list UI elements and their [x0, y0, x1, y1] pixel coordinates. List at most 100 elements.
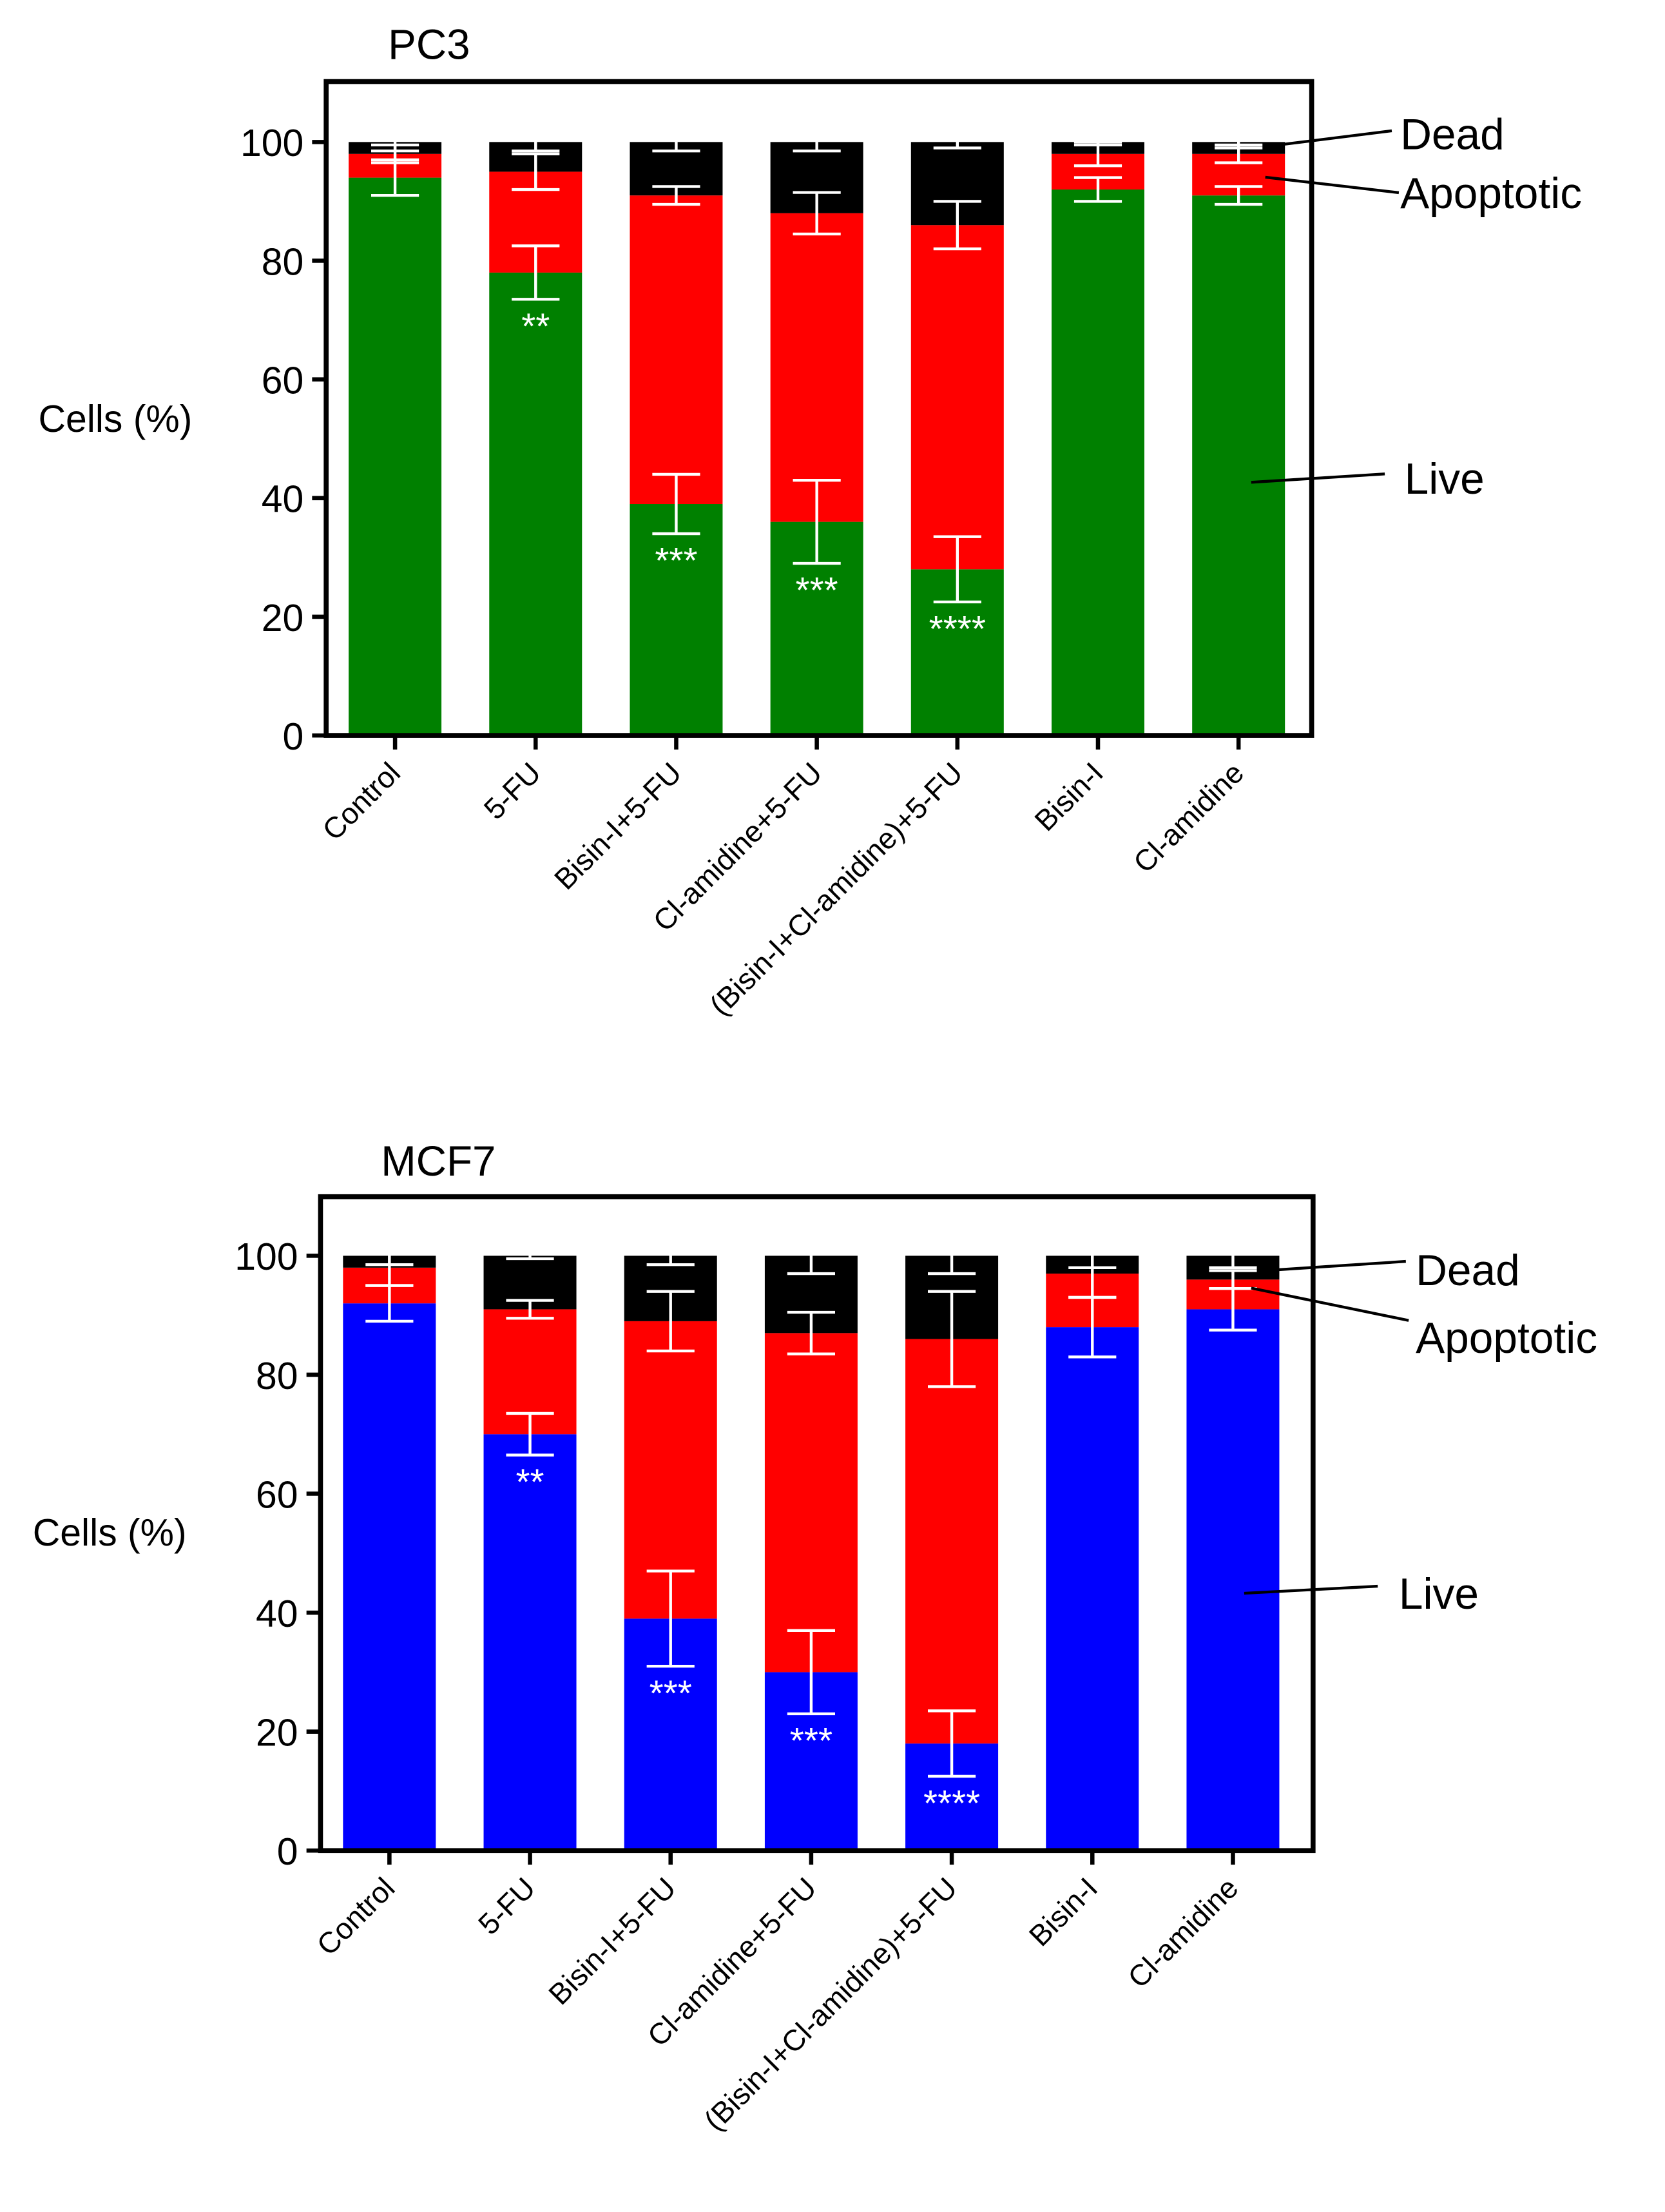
errorbar-live-cl-amidine-5-fu — [793, 478, 841, 565]
errorbar-apoptotic-5-fu — [506, 1299, 554, 1320]
pc3-panel: PC3 Cells (%) Control ** 5-FU *** Bisin-I+5-… — [38, 21, 1582, 1022]
bar-apoptotic-bisin-i-5-fu — [630, 195, 723, 505]
bar-live-cl-amidine — [1192, 195, 1285, 736]
panel-title: PC3 — [388, 21, 470, 68]
errorbar-dead-bisin-i — [1068, 1251, 1117, 1270]
annotation-leader-live — [1251, 472, 1385, 484]
y-tick-label: 20 — [256, 1712, 298, 1754]
errorbar-live-bisin-i-5-fu — [652, 472, 700, 536]
y-tick-label: 80 — [256, 1355, 298, 1397]
x-tick-label: Cl-amidine — [1127, 756, 1250, 879]
y-tick-label: 100 — [240, 122, 303, 164]
errorbar-dead-5-fu — [512, 137, 560, 153]
annotation-live: Live — [1399, 1570, 1479, 1618]
errorbar-live-cl-amidine — [1215, 185, 1263, 206]
errorbar-dead-cl-amidine — [1209, 1251, 1257, 1270]
errorbar-apoptotic-cl-amidine-5-fu — [787, 1310, 836, 1355]
bar-apoptotic-bisin-i-cl-amidine-5-fu — [905, 1339, 999, 1744]
y-tick-label: 60 — [256, 1474, 298, 1516]
bar-apoptotic-bisin-i-cl-amidine-5-fu — [910, 225, 1004, 570]
errorbar-live-bisin-i-cl-amidine-5-fu — [933, 535, 981, 604]
y-axis-label: Cells (%) — [38, 398, 192, 440]
errorbar-dead-cl-amidine-5-fu — [787, 1251, 836, 1276]
x-tick-label: 5-FU — [472, 1871, 541, 1941]
annotation-leader-dead — [1276, 1259, 1406, 1272]
plot-area: Control ** 5-FU *** Bisin-I+5-FU *** Cl-amidin… — [240, 79, 1582, 1022]
y-tick-label: 40 — [262, 479, 304, 521]
errorbar-dead-cl-amidine — [1215, 137, 1263, 150]
significance-label: *** — [790, 1721, 832, 1761]
errorbar-live-bisin-i-cl-amidine-5-fu — [928, 1709, 976, 1778]
y-tick-label: 0 — [277, 1831, 298, 1873]
x-tick-label: 5-FU — [477, 756, 547, 826]
errorbar-dead-control — [371, 137, 419, 153]
bar-live-5-fu — [489, 272, 582, 736]
x-tick-label: Control — [311, 1871, 401, 1961]
annotation-dead: Dead — [1400, 110, 1505, 159]
y-tick-label: 0 — [283, 716, 304, 758]
plot-frame — [323, 79, 1314, 738]
x-tick-label: (Bisin-I+Cl-amidine)+5-FU — [704, 756, 969, 1022]
x-tick-label: Bisin-I+5-FU — [548, 756, 688, 896]
significance-label: *** — [655, 541, 697, 581]
annotation-live: Live — [1405, 455, 1485, 503]
significance-label: *** — [650, 1673, 692, 1714]
plot-area: Control ** 5-FU *** Bisin-I+5-FU *** Cl-amidin… — [235, 1194, 1597, 2137]
bar-apoptotic-cl-amidine-5-fu — [770, 213, 863, 522]
y-tick-label: 60 — [262, 360, 304, 402]
errorbar-apoptotic-bisin-i-5-fu — [652, 185, 700, 206]
bar-apoptotic-bisin-i-5-fu — [624, 1321, 717, 1619]
errorbar-dead-bisin-i-cl-amidine-5-fu — [928, 1251, 976, 1276]
y-tick-label: 20 — [262, 597, 304, 639]
significance-label: ** — [521, 306, 550, 347]
bar-live-bisin-i-5-fu — [630, 504, 723, 736]
y-axis-label: Cells (%) — [33, 1512, 187, 1554]
errorbar-dead-bisin-i — [1073, 137, 1122, 147]
y-tick-label: 80 — [262, 241, 304, 283]
y-tick-label: 100 — [235, 1236, 298, 1278]
significance-label: ** — [515, 1462, 544, 1503]
x-tick-label: Bisin-I+5-FU — [543, 1871, 682, 2011]
bar-live-control — [343, 1303, 436, 1851]
errorbar-dead-5-fu — [506, 1251, 554, 1261]
annotation-dead: Dead — [1416, 1247, 1520, 1295]
x-tick-label: Bisin-I — [1028, 756, 1110, 837]
x-tick-label: Bisin-I — [1023, 1871, 1104, 1952]
errorbar-apoptotic-bisin-i-5-fu — [646, 1290, 695, 1353]
bar-live-cl-amidine — [1186, 1309, 1280, 1851]
panel-title: MCF7 — [381, 1138, 496, 1185]
annotation-leader-apoptotic — [1265, 175, 1400, 195]
errorbar-dead-bisin-i-5-fu — [646, 1251, 695, 1266]
annotation-leader-dead — [1279, 129, 1392, 146]
errorbar-dead-control — [365, 1251, 414, 1266]
errorbar-live-5-fu — [506, 1412, 554, 1457]
plot-frame — [318, 1194, 1316, 1854]
bar-live-5-fu — [483, 1434, 577, 1851]
errorbar-dead-bisin-i-cl-amidine-5-fu — [933, 137, 981, 150]
errorbar-apoptotic-cl-amidine — [1209, 1269, 1257, 1290]
bar-live-control — [349, 177, 442, 736]
significance-label: **** — [923, 1783, 980, 1824]
errorbar-live-5-fu — [512, 244, 560, 301]
significance-label: *** — [796, 570, 838, 611]
bar-live-bisin-i — [1046, 1327, 1139, 1851]
errorbar-live-bisin-i-5-fu — [646, 1569, 695, 1668]
errorbar-live-bisin-i — [1073, 176, 1122, 203]
x-tick-label: Control — [316, 756, 407, 846]
x-tick-label: Cl-amidine — [1122, 1871, 1245, 1994]
errorbar-apoptotic-bisin-i-cl-amidine-5-fu — [928, 1290, 976, 1388]
bar-live-bisin-i — [1052, 189, 1144, 736]
errorbar-apoptotic-5-fu — [512, 152, 560, 191]
errorbar-live-cl-amidine-5-fu — [787, 1629, 836, 1716]
mcf7-panel: MCF7 Cells (%) Control ** 5-FU *** Bisin-I+5… — [33, 1138, 1597, 2137]
y-tick-label: 40 — [256, 1593, 298, 1635]
annotation-apoptotic: Apoptotic — [1416, 1314, 1597, 1363]
annotation-leader-apoptotic — [1251, 1286, 1409, 1322]
annotation-apoptotic: Apoptotic — [1400, 170, 1582, 218]
errorbar-dead-cl-amidine-5-fu — [793, 137, 841, 153]
errorbar-dead-bisin-i-5-fu — [652, 137, 700, 153]
significance-label: **** — [929, 609, 986, 650]
errorbar-apoptotic-bisin-i-cl-amidine-5-fu — [933, 200, 981, 251]
errorbar-apoptotic-cl-amidine-5-fu — [793, 191, 841, 236]
